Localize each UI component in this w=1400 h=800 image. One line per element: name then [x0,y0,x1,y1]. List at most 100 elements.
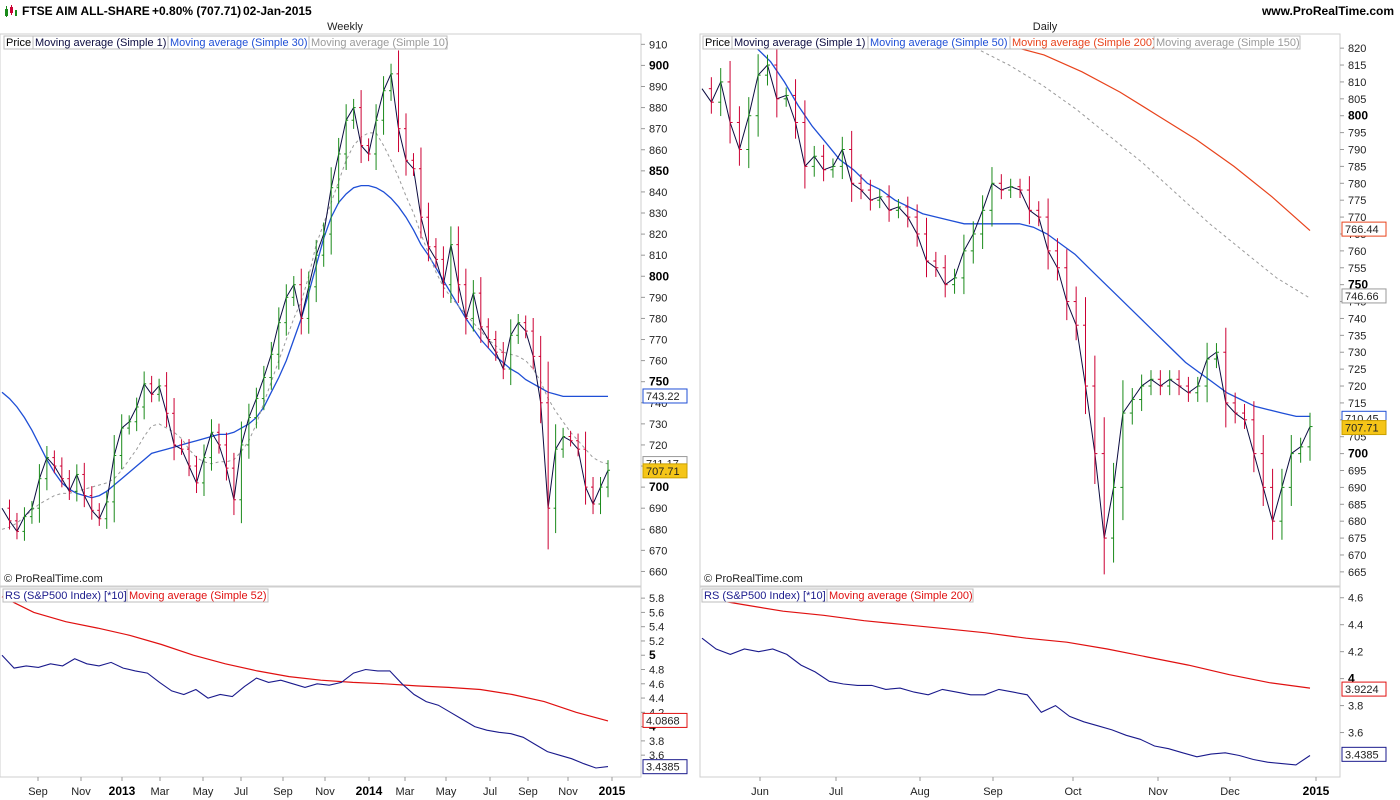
x-tick-label: 2014 [356,784,383,798]
y-tick-label: 4.4 [649,693,664,705]
quote-date: 02-Jan-2015 [243,4,312,18]
legend-entry-label: Moving average (Simple 10) [311,37,449,49]
legend-entry-label: RS (S&P500 Index) [*10] [5,590,127,602]
y-tick-label: 790 [1348,145,1366,157]
ma150-value-tag [1341,288,1387,304]
x-tick-label: Sep [518,786,538,798]
x-tick-label: Sep [983,786,1003,798]
y-tick-label: 730 [649,419,667,431]
x-tick-label: Sep [28,786,48,798]
last-price-tag-text: 707.71 [646,466,680,478]
x-tick-label: Nov [1148,786,1168,798]
x-tick-label: Jul [829,786,843,798]
y-tick-label: 725 [1348,364,1366,376]
y-tick-label: 820 [649,229,667,241]
y-tick-label: 760 [1348,246,1366,258]
site-link[interactable]: www.ProRealTime.com [1261,4,1394,18]
y-tick-label: 840 [649,187,667,199]
y-tick-label: 750 [1348,278,1368,292]
y-tick-label: 4 [1348,672,1355,686]
y-tick-label: 3.6 [649,750,664,762]
y-tick-label: 675 [1348,533,1366,545]
legend-entry-box[interactable] [308,35,448,50]
daily-rs-panel [699,586,1341,778]
y-tick-label: 4.6 [1348,593,1363,605]
ma10-line [1,132,609,530]
y-tick-label: 3.6 [1348,728,1363,740]
x-tick-label: 2015 [599,784,626,798]
daily-copyright: © ProRealTime.com [704,573,803,585]
last-price-tag [1341,420,1387,436]
y-tick-label: 795 [1348,128,1366,140]
y-tick-label: 830 [649,208,667,220]
x-tick-label: 2015 [1303,784,1330,798]
ma30-value-tag-text: 743.22 [646,391,680,403]
ma200-value-tag [1341,221,1387,237]
y-tick-label: 670 [1348,550,1366,562]
y-tick-label: 4.2 [1348,647,1363,659]
legend-entry-label: Moving average (Simple 150) [1156,37,1300,49]
legend-entry-label: Moving average (Simple 1) [734,37,865,49]
y-tick-label: 660 [649,566,667,578]
rs-ma-value-tag [1341,681,1387,697]
y-tick-label: 870 [649,124,667,136]
y-tick-label: 5.6 [649,607,664,619]
y-tick-label: 665 [1348,567,1366,579]
x-tick-label: Mar [151,786,170,798]
ma200-line [1005,44,1311,232]
x-tick-label: May [193,786,214,798]
y-tick-label: 720 [649,440,667,452]
y-tick-label: 800 [1348,109,1368,123]
y-tick-label: 770 [1348,212,1366,224]
rs-line [701,637,1311,766]
chart-header: FTSE AIM ALL-SHARE +0.80% (707.71) 02-Ja… [0,0,1400,22]
legend-entry-box[interactable] [126,588,269,603]
y-tick-label: 3.8 [649,736,664,748]
y-tick-label: 4.8 [649,665,664,677]
y-tick-label: 800 [649,269,669,283]
weekly-price-panel [0,33,642,587]
rs-value-tag-text: 3.4385 [1345,749,1379,761]
x-tick-label: 2013 [109,784,136,798]
x-tick-label: Jun [751,786,769,798]
legend-entry-label: Moving average (Simple 200) [1012,37,1156,49]
price-change: +0.80% (707.71) [152,4,242,18]
rs-value-tag [1341,746,1387,762]
x-tick-label: May [436,786,457,798]
x-tick-label: Jul [483,786,497,798]
candlestick-logo-icon [5,5,17,17]
y-tick-label: 4.4 [1348,620,1363,632]
y-tick-label: 850 [649,164,669,178]
y-tick-label: 680 [649,524,667,536]
daily-title: Daily [1033,21,1058,33]
rs-ma-line [1,596,609,722]
y-tick-label: 735 [1348,330,1366,342]
legend-entry-box[interactable] [826,588,974,603]
y-tick-label: 780 [1348,178,1366,190]
y-tick-label: 880 [649,103,667,115]
y-tick-label: 3.8 [1348,701,1363,713]
y-tick-label: 820 [1348,43,1366,55]
legend-entry-label: Moving average (Simple 30) [170,37,308,49]
ma150-value-tag-text: 746.66 [1345,291,1379,303]
x-tick-label: Aug [910,786,930,798]
y-tick-label: 730 [1348,347,1366,359]
ma30-value-tag [642,388,688,404]
y-tick-label: 690 [1348,482,1366,494]
rs-line [1,654,609,769]
x-tick-label: Mar [396,786,415,798]
y-tick-label: 810 [1348,77,1366,89]
rs-ma-value-tag-text: 4.0868 [646,715,680,727]
legend-entry-box[interactable] [1153,35,1301,50]
last-price-tag-text: 707.71 [1345,423,1379,435]
y-tick-label: 5.2 [649,636,664,648]
x-tick-label: Sep [273,786,293,798]
x-tick-label: Nov [558,786,578,798]
y-tick-label: 685 [1348,499,1366,511]
legend-entry-label: RS (S&P500 Index) [*10] [704,590,826,602]
weekly-rs-panel [0,586,642,778]
y-tick-label: 5.8 [649,593,664,605]
weekly-copyright: © ProRealTime.com [4,573,103,585]
ma200-value-tag-text: 766.44 [1345,224,1379,236]
ma30-line [1,184,608,499]
